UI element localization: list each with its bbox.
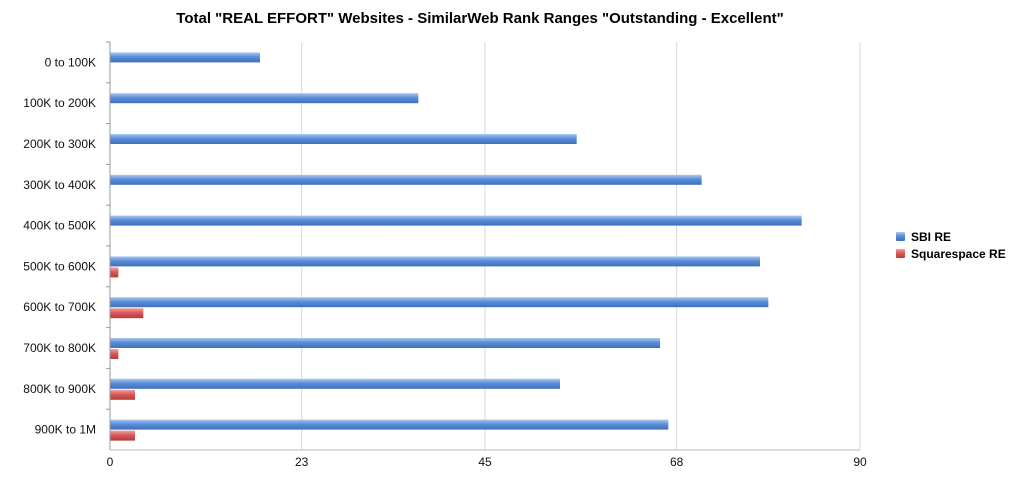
x-tick-label: 68 <box>670 455 684 469</box>
legend-item-sbi-re: SBI RE <box>896 228 1006 245</box>
y-category-label: 500K to 600K <box>23 259 96 273</box>
chart-title: Total "REAL EFFORT" Websites - SimilarWe… <box>176 10 784 27</box>
bar-sbi-re: SBI RE: 37 <box>110 93 419 104</box>
legend-label-squarespace-re: Squarespace RE <box>911 246 1006 261</box>
bar-sbi-re: SBI RE: 71 <box>110 174 702 185</box>
x-tick-label: 0 <box>107 455 114 469</box>
bar-sbi-re: SBI RE: 67 <box>110 419 669 430</box>
y-category-label: 0 to 100K <box>45 55 96 69</box>
bar-sbi-re: SBI RE: 56 <box>110 134 577 144</box>
y-category-label: 300K to 400K <box>23 178 96 192</box>
legend-label-sbi-re: SBI RE <box>911 229 952 244</box>
x-tick-label: 23 <box>295 455 309 469</box>
bar-sbi-re: SBI RE: 66 <box>110 338 660 348</box>
bar-squarespace-re: Squarespace RE: 1 <box>110 267 119 278</box>
x-tick-label: 90 <box>853 455 867 469</box>
y-category-label: 700K to 800K <box>23 341 96 355</box>
legend-swatch-sbi-re <box>896 232 905 241</box>
bar-squarespace-re: Squarespace RE: 3 <box>110 430 135 441</box>
legend-item-squarespace-re: Squarespace RE <box>896 245 1006 262</box>
x-tick-label: 45 <box>478 455 492 469</box>
bar-sbi-re: SBI RE: 78 <box>110 256 760 267</box>
y-category-label: 600K to 700K <box>23 300 96 314</box>
bar-sbi-re: SBI RE: 18 <box>110 52 260 63</box>
bar-squarespace-re: Squarespace RE: 4 <box>110 308 144 319</box>
bar-sbi-re: SBI RE: 83 <box>110 215 802 226</box>
y-category-label: 900K to 1M <box>35 423 96 437</box>
legend: SBI RE Squarespace RE <box>896 228 1006 262</box>
bar-sbi-re: SBI RE: 54 <box>110 378 560 389</box>
y-category-label: 400K to 500K <box>23 219 96 233</box>
bar-squarespace-re: Squarespace RE: 3 <box>110 389 135 400</box>
y-category-label: 800K to 900K <box>23 382 96 396</box>
y-category-label: 100K to 200K <box>23 96 96 110</box>
legend-swatch-squarespace-re <box>896 249 905 258</box>
bar-squarespace-re: Squarespace RE: 1 <box>110 349 119 359</box>
bar-sbi-re: SBI RE: 79 <box>110 297 769 308</box>
y-category-label: 200K to 300K <box>23 137 96 151</box>
